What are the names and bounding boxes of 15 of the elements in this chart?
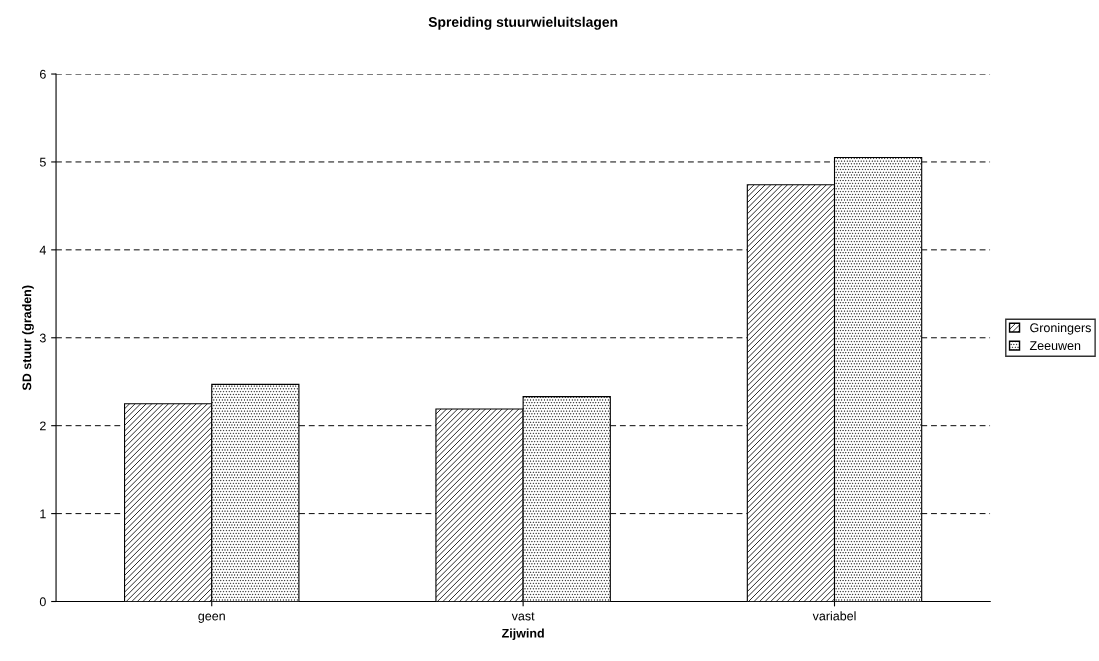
y-tick-label: 5 bbox=[39, 157, 46, 167]
legend-label: Groningers bbox=[1030, 322, 1091, 335]
x-axis-title: Zijwind bbox=[501, 628, 544, 641]
y-tick-label: 4 bbox=[39, 245, 46, 255]
y-axis-title: SD stuur (graden) bbox=[22, 285, 34, 391]
legend-label: Zeeuwen bbox=[1029, 341, 1081, 351]
y-tick-label: 6 bbox=[40, 69, 46, 79]
x-tick-label: vast bbox=[511, 612, 535, 621]
x-tick-label: variabel bbox=[812, 611, 856, 621]
y-tick-label: 3 bbox=[39, 333, 46, 343]
y-tick-label: 1 bbox=[40, 509, 46, 519]
x-tick-label: geen bbox=[198, 613, 225, 623]
y-tick-label: 0 bbox=[39, 597, 46, 607]
chart-title: Spreiding stuurwieluitslagen bbox=[428, 16, 618, 30]
y-tick-label: 2 bbox=[40, 421, 46, 431]
